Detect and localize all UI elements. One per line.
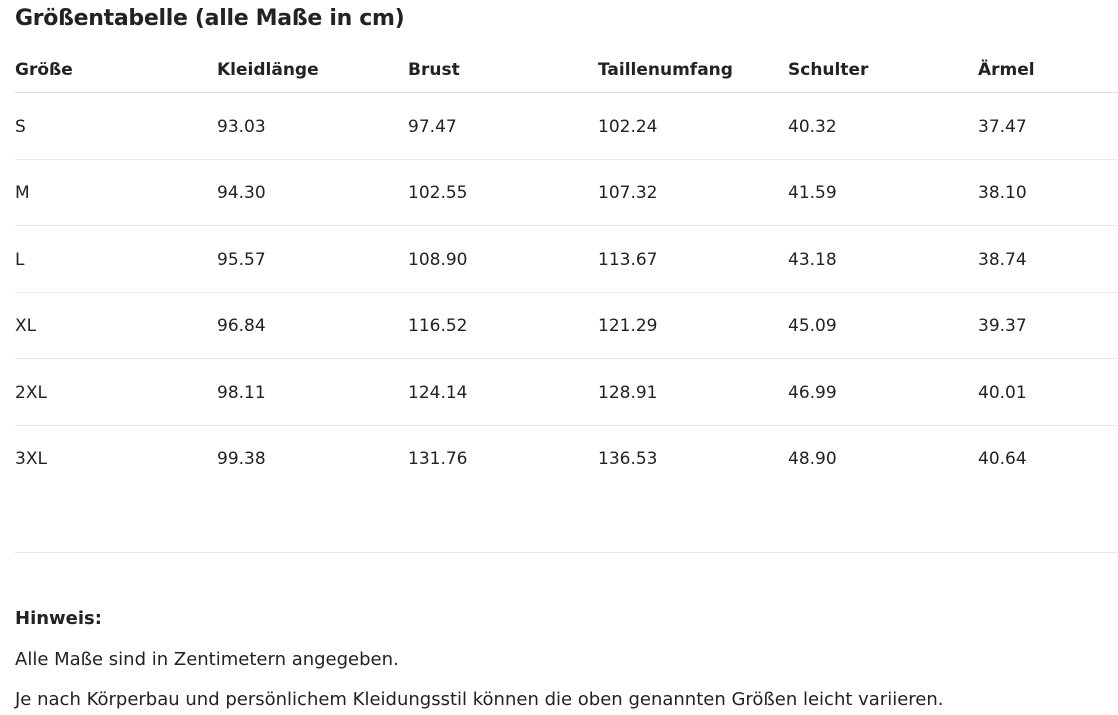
table-cell: 108.90	[408, 249, 468, 270]
row-rule	[15, 159, 1118, 160]
column-header: Schulter	[788, 60, 869, 80]
table-cell: 96.84	[217, 316, 266, 337]
note-heading: Hinweis:	[15, 608, 102, 629]
table-cell: 40.32	[788, 117, 837, 137]
divider	[15, 552, 1118, 553]
table-cell: 116.52	[408, 316, 468, 337]
table-cell: 124.14	[408, 382, 468, 403]
table-cell: 94.30	[217, 183, 266, 204]
table-cell: L	[15, 249, 25, 270]
column-header: Kleidlänge	[217, 60, 319, 80]
table-cell: XL	[15, 316, 37, 337]
row-rule	[15, 358, 1118, 360]
table-cell: S	[15, 117, 26, 137]
page-title: Größentabelle (alle Maße in cm)	[15, 6, 405, 31]
column-header: Größe	[15, 60, 73, 80]
table-cell: 40.01	[978, 382, 1027, 403]
table-cell: 2XL	[15, 382, 47, 403]
note-line: Alle Maße sind in Zentimetern angegeben.	[15, 649, 399, 670]
column-header: Ärmel	[978, 60, 1035, 80]
table-cell: 41.59	[788, 183, 837, 204]
table-cell: 102.55	[408, 183, 468, 204]
table-cell: 43.18	[788, 249, 837, 270]
table-cell: 107.32	[598, 183, 658, 204]
table-cell: 102.24	[598, 117, 658, 137]
table-cell: 99.38	[217, 449, 266, 469]
table-cell: 131.76	[408, 449, 468, 469]
table-cell: 128.91	[598, 382, 658, 403]
column-header: Brust	[408, 60, 460, 80]
table-cell: 45.09	[788, 316, 837, 337]
table-cell: 39.37	[978, 316, 1027, 337]
header-rule	[15, 92, 1118, 93]
table-cell: 38.10	[978, 183, 1027, 204]
table-cell: 95.57	[217, 249, 266, 270]
table-cell: 93.03	[217, 117, 266, 137]
table-cell: 136.53	[598, 449, 658, 469]
table-cell: 48.90	[788, 449, 837, 469]
table-cell: M	[15, 183, 30, 204]
row-rule	[15, 424, 1118, 426]
table-cell: 40.64	[978, 449, 1027, 469]
table-cell: 3XL	[15, 449, 47, 469]
table-cell: 38.74	[978, 249, 1027, 270]
column-header: Taillenumfang	[598, 60, 733, 80]
table-cell: 97.47	[408, 117, 457, 137]
table-cell: 121.29	[598, 316, 658, 337]
table-cell: 98.11	[217, 382, 266, 403]
table-cell: 46.99	[788, 382, 837, 403]
row-rule	[15, 225, 1118, 227]
table-cell: 113.67	[598, 249, 658, 270]
note-line: Je nach Körperbau und persönlichem Kleid…	[15, 689, 944, 710]
row-rule	[15, 291, 1118, 293]
table-cell: 37.47	[978, 117, 1027, 137]
